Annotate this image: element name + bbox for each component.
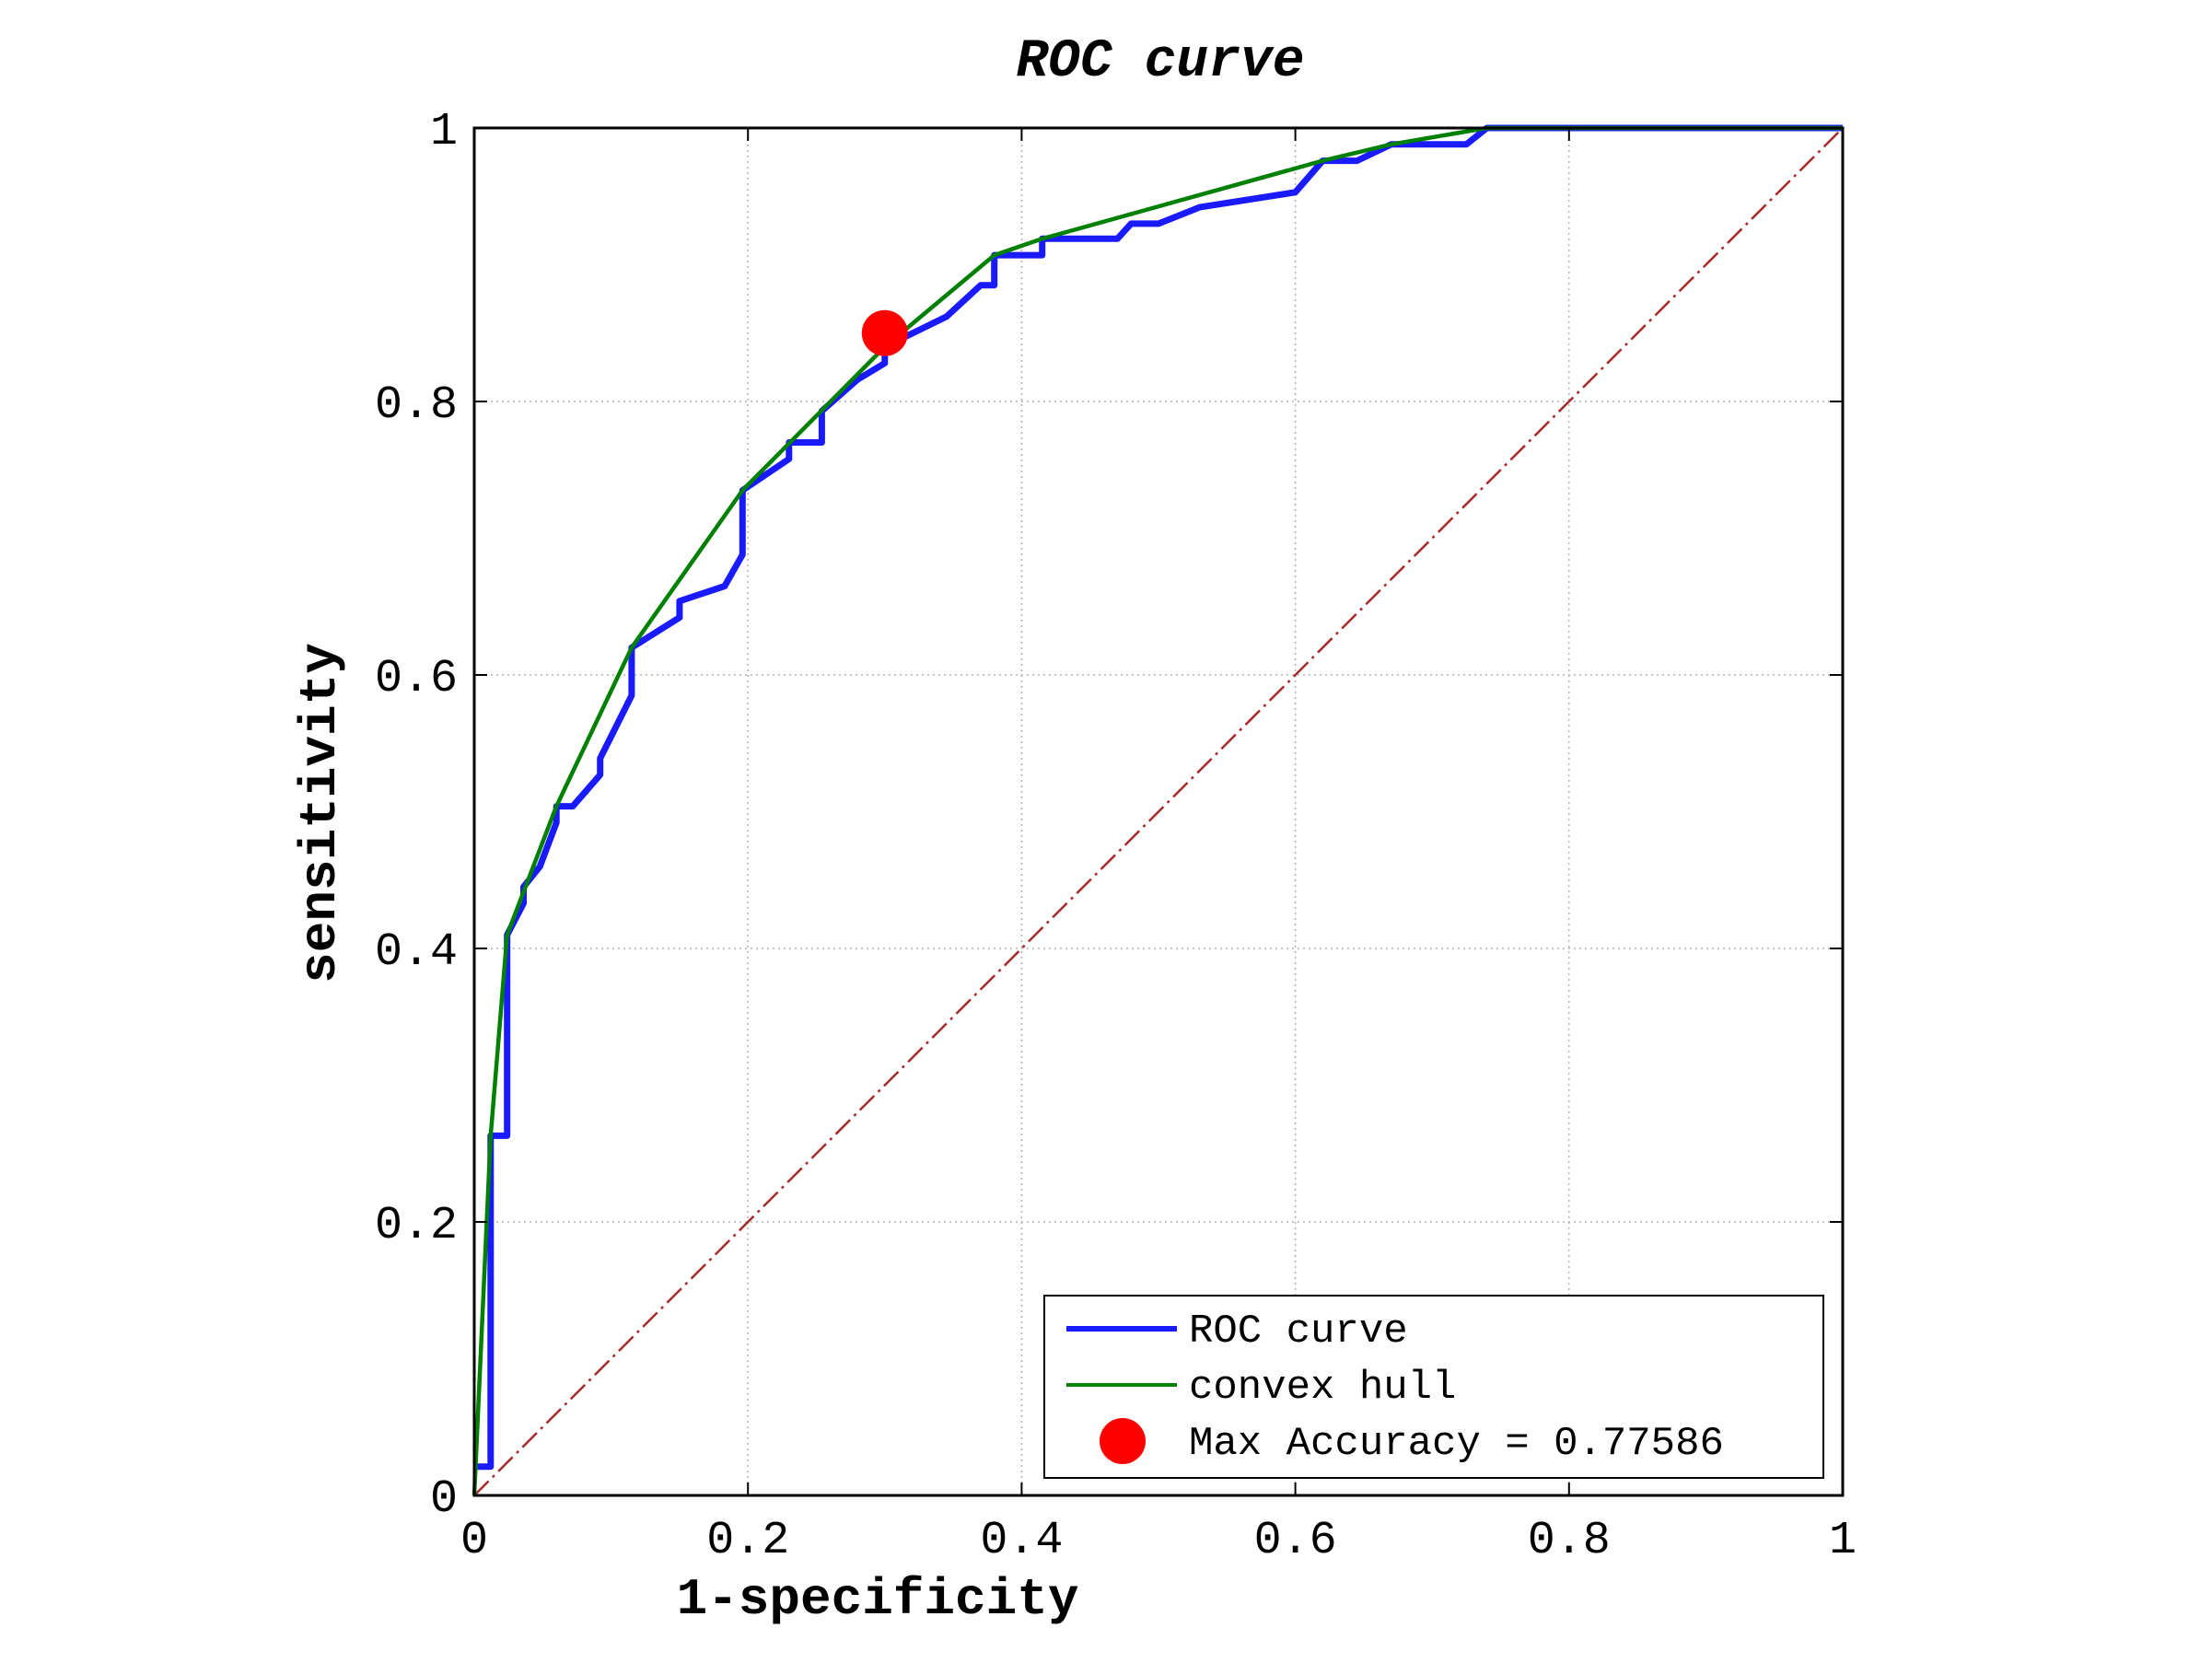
plot-frame [472, 126, 1845, 1497]
y-tick-label: 0.4 [375, 926, 458, 979]
points-layer [861, 309, 908, 356]
grid-lines [474, 128, 1843, 1495]
chance-line-layer [473, 127, 1844, 1496]
y-tick-label: 0 [430, 1473, 458, 1526]
legend-marker-max-accuracy [1100, 1418, 1146, 1464]
x-tick-label: 1 [1829, 1515, 1857, 1567]
x-tick-label: 0 [460, 1515, 488, 1567]
chart-title: ROC curve [1016, 32, 1304, 92]
x-tick-label: 0.6 [1254, 1515, 1337, 1567]
legend: ROC curve convex hull Max Accuracy = 0.7… [1043, 1295, 1824, 1479]
x-tick-label: 0.8 [1528, 1515, 1611, 1567]
y-tick-label: 1 [430, 106, 458, 158]
legend-label-max-accuracy: Max Accuracy = 0.77586 [1189, 1421, 1724, 1467]
y-tick-label: 0.2 [375, 1200, 458, 1252]
legend-label-roc-curve: ROC curve [1189, 1308, 1408, 1355]
x-tick-label: 0.2 [706, 1515, 789, 1567]
legend-label-convex-hull: convex hull [1189, 1365, 1456, 1411]
max-accuracy-point [861, 309, 908, 356]
x-tick-label: 0.4 [980, 1515, 1063, 1567]
chance-diagonal-line [473, 127, 1844, 1496]
y-tick-label: 0.8 [375, 379, 458, 432]
roc-curve-line [474, 124, 1843, 1471]
y-tick-label: 0.6 [375, 653, 458, 705]
axis-ticks: 0 0.2 0.4 0.6 0.8 1 0 0.2 0.4 0.6 0.8 1 [375, 106, 1857, 1567]
x-axis-title: 1-specificity [677, 1570, 1079, 1629]
y-axis-title: sensitivity [291, 643, 350, 983]
